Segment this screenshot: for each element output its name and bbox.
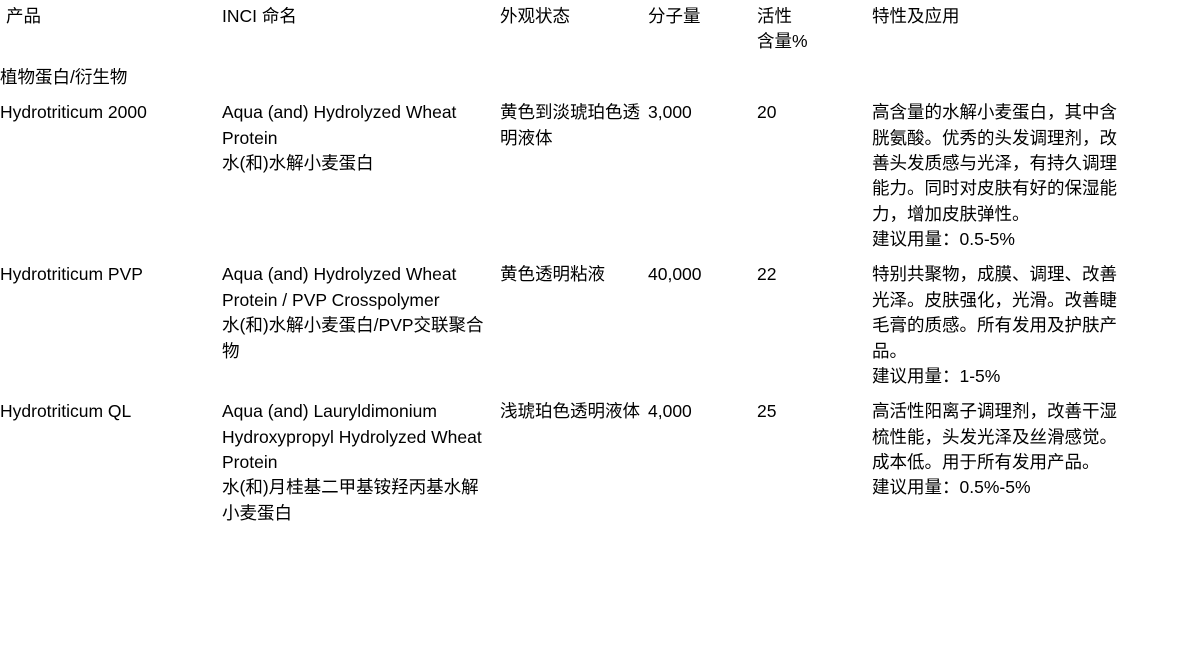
column-header-appearance-label: 外观状态 — [500, 6, 570, 26]
column-header-active-content-sublabel: 含量% — [757, 31, 808, 52]
cell-product: Hydrotriticum PVP — [0, 264, 143, 285]
table-header: 产品 INCI 命名 外观状态 分子量 活性 含量% 特性及应用 — [0, 0, 1140, 61]
column-header-product: 产品 — [0, 0, 222, 61]
column-header-active-content-label: 活性 — [757, 6, 792, 26]
column-header-properties: 特性及应用 — [872, 0, 1140, 61]
column-header-active-content: 活性 含量% — [757, 0, 872, 61]
cell-properties: 特别共聚物，成膜、调理、改善光泽。皮肤强化，光滑。改善睫毛膏的质感。所有发用及护… — [872, 264, 1117, 386]
cell-inci: Aqua (and) Lauryldimonium Hydroxypropyl … — [222, 401, 482, 523]
cell-properties: 高活性阳离子调理剂，改善干湿梳性能，头发光泽及丝滑感觉。成本低。用于所有发用产品… — [872, 401, 1117, 498]
cell-appearance: 黄色到淡琥珀色透明液体 — [500, 102, 640, 148]
cell-inci: Aqua (and) Hydrolyzed Wheat Protein 水(和)… — [222, 102, 457, 173]
column-header-appearance: 外观状态 — [500, 0, 648, 61]
cell-active-content: 25 — [757, 401, 777, 422]
cell-molecular-weight: 40,000 — [648, 264, 702, 285]
section-header-row: 植物蛋白/衍生物 — [0, 61, 1140, 96]
column-header-inci: INCI 命名 — [222, 0, 500, 61]
cell-appearance: 黄色透明粘液 — [500, 264, 605, 285]
cell-appearance: 浅琥珀色透明液体 — [500, 401, 640, 422]
cell-product: Hydrotriticum 2000 — [0, 102, 147, 123]
column-header-molecular-weight-label: 分子量 — [648, 6, 701, 26]
column-header-properties-label: 特性及应用 — [872, 6, 960, 26]
cell-molecular-weight: 4,000 — [648, 401, 692, 422]
cell-active-content: 20 — [757, 102, 777, 123]
cell-properties: 高含量的水解小麦蛋白，其中含胱氨酸。优秀的头发调理剂，改善头发质感与光泽，有持久… — [872, 102, 1117, 249]
column-header-product-label: 产品 — [6, 6, 41, 26]
cell-inci: Aqua (and) Hydrolyzed Wheat Protein / PV… — [222, 264, 484, 361]
cell-molecular-weight: 3,000 — [648, 102, 692, 123]
section-title: 植物蛋白/衍生物 — [0, 66, 128, 87]
table-row: Hydrotriticum 2000 Aqua (and) Hydrolyzed… — [0, 96, 1140, 258]
cell-active-content: 22 — [757, 264, 777, 285]
column-header-inci-label: INCI 命名 — [222, 6, 297, 26]
column-header-molecular-weight: 分子量 — [648, 0, 757, 61]
cell-product: Hydrotriticum QL — [0, 401, 132, 422]
product-specification-table: 产品 INCI 命名 外观状态 分子量 活性 含量% 特性及应用 — [0, 0, 1140, 532]
table-row: Hydrotriticum PVP Aqua (and) Hydrolyzed … — [0, 258, 1140, 395]
table-row: Hydrotriticum QL Aqua (and) Lauryldimoni… — [0, 395, 1140, 532]
table-body: 植物蛋白/衍生物 Hydrotriticum 2000 Aqua (and) H… — [0, 61, 1140, 532]
header-row: 产品 INCI 命名 外观状态 分子量 活性 含量% 特性及应用 — [0, 0, 1140, 61]
